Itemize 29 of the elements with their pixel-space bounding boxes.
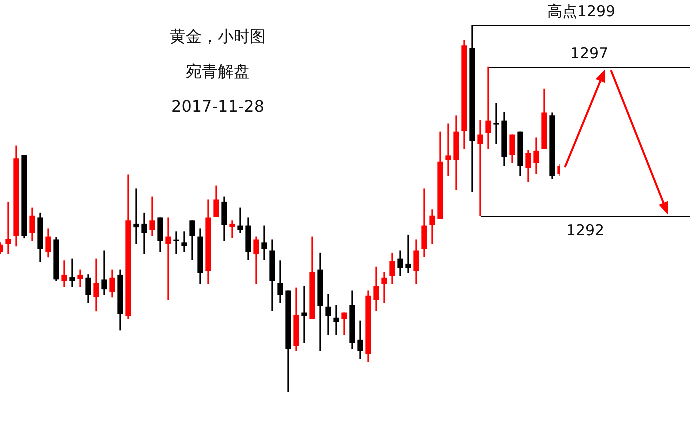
text: 1297 (570, 44, 609, 62)
candlestick (478, 120, 484, 217)
candlestick (230, 220, 236, 238)
candlestick (182, 232, 188, 252)
candlestick (302, 286, 308, 344)
candlestick (78, 270, 84, 288)
text: 1292 (566, 221, 605, 240)
candlestick (62, 260, 68, 288)
candlestick (406, 234, 412, 274)
candlestick (494, 103, 500, 144)
candlestick (166, 218, 172, 300)
candlestick (486, 66, 492, 150)
candlestick (238, 208, 244, 234)
candlestick (446, 124, 452, 176)
candlestick (150, 196, 156, 236)
candlestick (6, 202, 12, 254)
chart-title: 黄金，小时图 (170, 27, 266, 46)
text: 高点1299 (547, 2, 616, 20)
text: 宛青解盘 (186, 62, 250, 82)
candlestick (262, 226, 268, 260)
candlestick (382, 272, 388, 304)
annotation: 2017-11-28 (172, 97, 264, 116)
candlestick (326, 294, 332, 336)
candlestick (70, 258, 76, 288)
candlestick (102, 250, 108, 296)
candlestick (142, 212, 148, 254)
candlestick (334, 305, 340, 336)
candlestick (174, 232, 180, 254)
candlestick (134, 188, 140, 244)
